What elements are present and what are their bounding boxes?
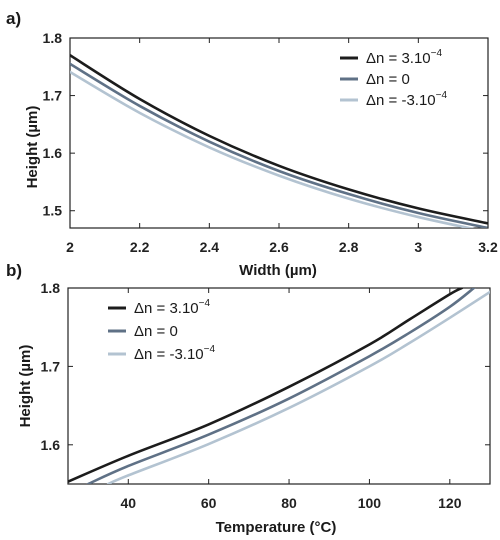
panel-a-y-axis-ticks: 1.5 1.6 1.7 1.8 bbox=[43, 30, 488, 219]
b-legend-label-2: Δn = -3.10−4 bbox=[134, 344, 215, 363]
panel-a-legend: Δn = 3.10−4 Δn = 0 Δn = -3.10−4 bbox=[340, 48, 447, 109]
a-series-line-1 bbox=[70, 62, 488, 228]
a-y-tick-label: 1.6 bbox=[43, 145, 63, 161]
a-legend-label-2: Δn = -3.10−4 bbox=[366, 90, 447, 109]
a-x-tick-label: 2 bbox=[66, 239, 74, 255]
a-y-tick-label: 1.8 bbox=[43, 30, 63, 46]
panel-a-x-axis-ticks: 2 2.2 2.4 2.6 2.8 3 3.2 bbox=[66, 38, 498, 255]
b-axes-frame bbox=[67, 287, 491, 485]
a-y-tick-label: 1.5 bbox=[43, 203, 63, 219]
b-legend-label-0: Δn = 3.10−4 bbox=[134, 298, 210, 317]
panel-b-legend: Δn = 3.10−4 Δn = 0 Δn = -3.10−4 bbox=[108, 298, 215, 363]
a-legend-label-1: Δn = 0 bbox=[366, 71, 410, 88]
panel-b-plot-area bbox=[67, 287, 491, 485]
a-legend-label-0: Δn = 3.10−4 bbox=[366, 48, 442, 67]
panel-b-label: b) bbox=[6, 261, 22, 280]
a-x-tick-label: 2.6 bbox=[269, 239, 289, 255]
a-x-tick-label: 2.2 bbox=[130, 239, 150, 255]
b-x-tick-label: 80 bbox=[281, 495, 297, 511]
a-x-tick-label: 3.2 bbox=[478, 239, 498, 255]
panel-a-plot-area bbox=[69, 37, 489, 229]
panel-a-y-axis-label: Height (µm) bbox=[24, 106, 41, 189]
b-y-tick-label: 1.8 bbox=[41, 280, 61, 296]
b-x-tick-label: 100 bbox=[358, 495, 382, 511]
a-series-line-2 bbox=[70, 70, 476, 228]
panel-a-label: a) bbox=[6, 9, 21, 28]
a-x-tick-label: 2.4 bbox=[200, 239, 220, 255]
b-y-tick-label: 1.6 bbox=[41, 437, 61, 453]
panel-b-x-axis-label: Temperature (°C) bbox=[216, 519, 337, 536]
panel-b: b) 40 60 80 100 120 1.6 1.7 1.8 Temperature (°… bbox=[6, 261, 491, 536]
panel-b-y-axis-label: Height (µm) bbox=[17, 345, 34, 428]
b-series-line-0 bbox=[68, 288, 464, 483]
panel-a-x-axis-label: Width (µm) bbox=[239, 262, 317, 279]
a-x-tick-label: 3 bbox=[414, 239, 422, 255]
b-series-line-1 bbox=[86, 288, 476, 484]
panel-a: a) 2 2.2 2.4 2.6 2.8 3 3.2 1.5 1.6 1.7 1.8 Width … bbox=[6, 9, 498, 279]
b-x-tick-label: 40 bbox=[120, 495, 136, 511]
a-series-line-0 bbox=[70, 53, 488, 225]
b-y-tick-label: 1.7 bbox=[41, 358, 61, 374]
panel-b-y-axis-ticks: 1.6 1.7 1.8 bbox=[41, 280, 490, 453]
b-x-tick-label: 60 bbox=[201, 495, 217, 511]
b-x-tick-label: 120 bbox=[438, 495, 462, 511]
a-y-tick-label: 1.7 bbox=[43, 88, 63, 104]
panel-b-x-axis-ticks: 40 60 80 100 120 bbox=[120, 288, 462, 511]
b-legend-label-1: Δn = 0 bbox=[134, 323, 178, 340]
b-series-line-2 bbox=[106, 290, 490, 484]
a-x-tick-label: 2.8 bbox=[339, 239, 359, 255]
